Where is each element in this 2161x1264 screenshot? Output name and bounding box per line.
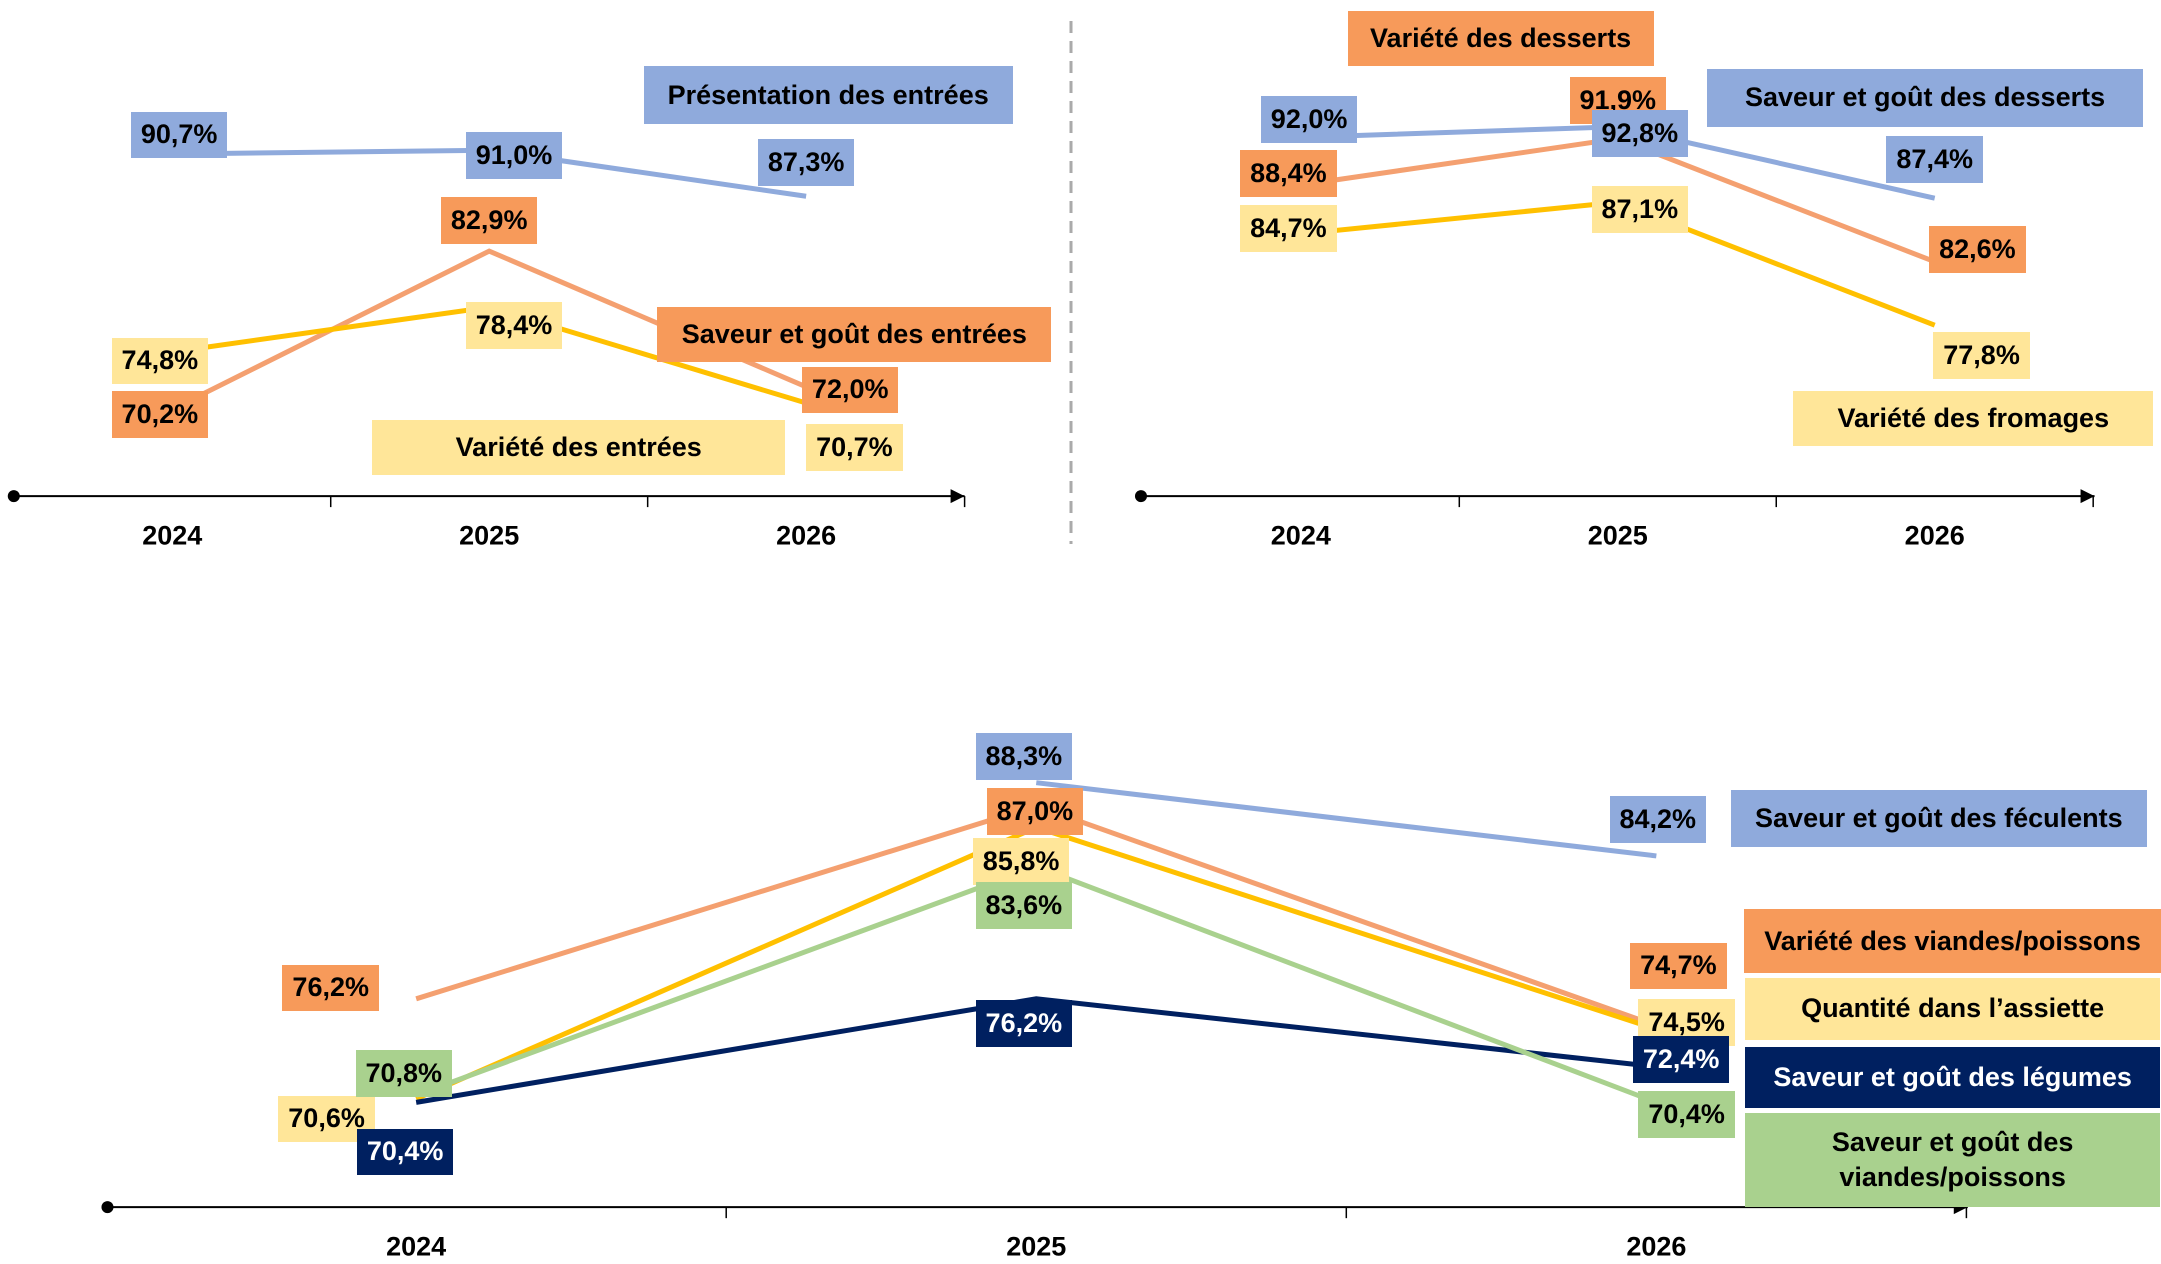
value-label: 88,4% xyxy=(1240,150,1337,198)
legend-entry: Saveur et goût des féculents xyxy=(1730,789,2147,848)
value-label: 90,7% xyxy=(130,111,228,159)
axis-origin xyxy=(1134,490,1147,503)
value-label: 88,3% xyxy=(975,733,1073,780)
value-label: 74,8% xyxy=(111,337,209,385)
legend-entry: Variété des viandes/poissons xyxy=(1743,909,2161,973)
value-label: 87,4% xyxy=(1886,136,1983,184)
legend-entry: Variété des entrées xyxy=(372,420,786,476)
legend-entry: Variété des desserts xyxy=(1347,11,1654,67)
value-label: 84,7% xyxy=(1240,205,1337,253)
value-label: 72,0% xyxy=(801,366,899,414)
value-label: 85,8% xyxy=(972,837,1070,885)
x-tick-label: 2024 xyxy=(1271,521,1331,551)
value-label: 70,8% xyxy=(355,1050,452,1097)
legend-entry: Variété des fromages xyxy=(1793,391,2154,447)
legend-entry: Saveur et goût des desserts xyxy=(1707,68,2143,127)
value-label: 91,0% xyxy=(465,132,563,180)
axis-arrow xyxy=(950,489,965,504)
x-tick-label: 2025 xyxy=(459,521,519,551)
value-label: 70,2% xyxy=(111,391,209,439)
legend-entry: Saveur et goût des légumes xyxy=(1745,1047,2160,1108)
value-label: 92,0% xyxy=(1260,96,1358,144)
value-label: 87,0% xyxy=(986,788,1084,836)
x-tick-label: 2026 xyxy=(1905,521,1965,551)
value-label: 83,6% xyxy=(975,881,1073,929)
value-label: 72,4% xyxy=(1632,1036,1730,1084)
x-tick-label: 2025 xyxy=(1588,521,1648,551)
value-label: 74,7% xyxy=(1630,942,1727,990)
series-line xyxy=(415,996,1657,1105)
legend-entry: Saveur et goût des entrées xyxy=(657,307,1052,363)
value-label: 70,6% xyxy=(278,1095,375,1143)
value-label: 87,3% xyxy=(757,139,855,187)
value-label: 82,6% xyxy=(1929,225,2026,273)
x-tick-label: 2026 xyxy=(1626,1232,1686,1262)
value-label: 70,4% xyxy=(1638,1091,1735,1139)
value-label: 82,9% xyxy=(440,197,538,244)
value-label: 92,8% xyxy=(1591,110,1689,158)
value-label: 84,2% xyxy=(1609,796,1706,844)
axis-arrow xyxy=(2080,489,2095,504)
x-tick-label: 2026 xyxy=(776,521,836,551)
value-label: 70,4% xyxy=(356,1128,454,1176)
legend-entry: Présentation des entrées xyxy=(643,66,1013,125)
legend-entry: Saveur et goût des viandes/poissons xyxy=(1745,1113,2160,1208)
value-label: 87,1% xyxy=(1591,186,1689,233)
value-label: 76,2% xyxy=(975,1000,1073,1048)
series-line xyxy=(1035,780,1657,859)
x-tick-label: 2025 xyxy=(1006,1232,1066,1262)
value-label: 78,4% xyxy=(465,301,563,349)
value-label: 77,8% xyxy=(1933,332,2030,379)
axis-origin xyxy=(101,1201,114,1214)
x-tick-label: 2024 xyxy=(142,521,202,551)
axis-origin xyxy=(7,490,20,503)
value-label: 76,2% xyxy=(282,964,379,1012)
value-label: 70,7% xyxy=(806,424,903,472)
legend-entry: Quantité dans l’assiette xyxy=(1745,977,2160,1040)
x-tick-label: 2024 xyxy=(386,1232,446,1262)
